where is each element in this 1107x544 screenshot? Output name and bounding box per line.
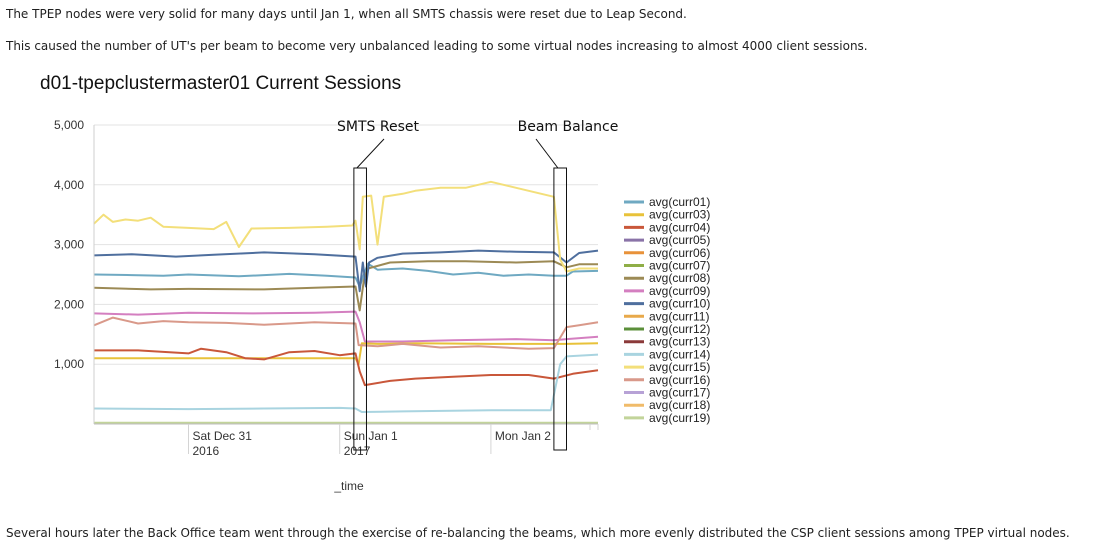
y-tick-label: 3,000	[54, 238, 84, 252]
legend-label: avg(curr05)	[649, 233, 710, 247]
legend-label: avg(curr11)	[649, 309, 709, 323]
series-line-avgcurr04	[94, 347, 599, 387]
grid	[94, 124, 598, 365]
legend: avg(curr01)avg(curr03)avg(curr04)avg(cur…	[624, 195, 710, 425]
y-tick-label: 5,000	[54, 118, 84, 132]
series-line-avgcurr09	[93, 310, 599, 343]
series-line-avgcurr10	[93, 249, 599, 293]
x-tick-label: Mon Jan 2	[495, 429, 551, 443]
legend-label: avg(curr04)	[649, 220, 710, 234]
series-line-avgcurr08	[93, 260, 598, 312]
legend-label: avg(curr18)	[649, 398, 710, 412]
legend-label: avg(curr06)	[649, 246, 710, 260]
legend-label: avg(curr09)	[649, 284, 710, 298]
annotations: SMTS Reset Beam Balance	[337, 119, 619, 451]
outro-paragraph: Several hours later the Back Office team…	[6, 526, 1070, 540]
intro-paragraph-2: This caused the number of UT's per beam …	[6, 39, 868, 53]
legend-label: avg(curr01)	[649, 195, 710, 209]
series-line-avgcurr14	[93, 353, 599, 413]
legend-label: avg(curr10)	[649, 297, 710, 311]
legend-label: avg(curr12)	[649, 322, 710, 336]
annotation-pointer	[356, 138, 385, 169]
legend-label: avg(curr07)	[649, 259, 710, 273]
chart-title: d01-tpepclustermaster01 Current Sessions	[40, 73, 401, 94]
annotation-box	[553, 167, 568, 451]
annotation-pointer	[535, 138, 559, 169]
legend-label: avg(curr19)	[649, 411, 710, 425]
legend-label: avg(curr15)	[649, 360, 710, 374]
annotation-label: Beam Balance	[518, 119, 619, 135]
x-axis-label: _time	[333, 479, 364, 493]
series-lines	[93, 180, 599, 424]
y-tick-label: 2,000	[54, 297, 84, 311]
x-tick-label: Sat Dec 31	[193, 429, 253, 443]
x-tick-label: Sun Jan 1	[344, 429, 398, 443]
series-line-avgcurr15	[93, 180, 598, 273]
legend-label: avg(curr03)	[649, 208, 710, 222]
legend-label: avg(curr17)	[649, 386, 710, 400]
annotation-box	[353, 167, 367, 451]
y-tick-label: 4,000	[54, 178, 84, 192]
x-tick-label: 2017	[344, 444, 371, 458]
legend-label: avg(curr08)	[649, 271, 710, 285]
legend-label: avg(curr14)	[649, 347, 710, 361]
legend-label: avg(curr13)	[649, 335, 710, 349]
series-line-avgcurr01	[93, 262, 599, 288]
y-tick-label: 1,000	[54, 357, 84, 371]
legend-label: avg(curr16)	[649, 373, 710, 387]
x-tick-label: 2016	[193, 444, 220, 458]
annotation-label: SMTS Reset	[337, 119, 419, 135]
intro-paragraph-1: The TPEP nodes were very solid for many …	[6, 7, 687, 21]
